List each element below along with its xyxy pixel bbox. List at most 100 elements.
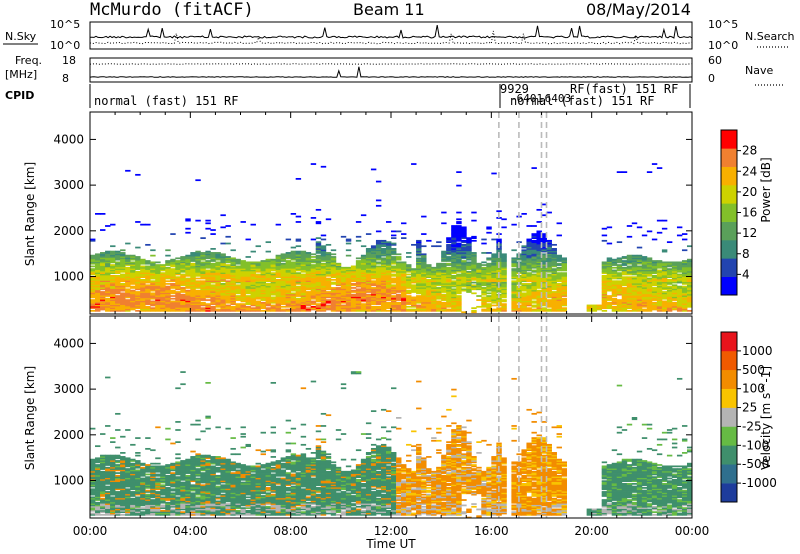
data-cell [631,308,638,311]
data-cell [160,300,166,303]
data-cell [165,276,171,279]
data-cell [651,266,658,269]
data-cell [380,308,387,311]
data-cell [100,461,106,464]
data-cell [676,288,683,291]
data-cell [686,260,693,262]
data-cell [210,284,216,287]
data-cell [451,274,457,277]
data-cell [330,308,337,311]
data-cell [110,454,116,457]
data-cell [90,304,96,307]
data-cell [310,269,317,272]
data-cell [521,250,527,253]
data-cell [110,276,116,279]
data-cell [426,300,432,303]
data-cell [330,305,337,308]
data-cell [636,257,643,260]
data-cell [140,266,146,269]
data-cell [491,238,497,241]
data-cell [300,308,307,311]
data-cell [365,257,372,260]
data-cell [185,218,191,221]
data-cell [340,293,347,296]
data-cell [135,221,141,223]
data-cell [155,264,161,266]
data-cell [240,278,246,281]
data-cell [115,497,121,500]
data-cell [686,278,693,281]
data-cell [215,278,221,281]
data-cell [686,264,693,266]
data-cell [110,469,116,472]
data-cell [270,281,277,284]
data-cell [225,292,231,295]
data-cell [546,281,552,284]
data-cell [596,308,603,311]
data-cell [115,272,121,274]
data-cell [686,299,693,301]
data-cell [110,503,116,505]
data-cell [320,257,327,260]
data-cell [185,262,191,265]
data-cell [626,254,633,257]
data-cell [526,296,532,299]
data-cell [421,265,427,268]
data-cell [406,268,412,270]
data-cell [375,242,382,245]
data-cell [476,278,482,281]
data-cell [491,277,497,280]
data-cell [556,269,562,272]
data-cell [626,270,633,273]
data-cell [486,227,492,230]
data-cell [391,305,397,308]
data-cell [626,269,633,272]
data-cell [491,308,497,311]
data-cell [391,256,397,258]
data-cell [90,276,96,279]
data-cell [110,437,116,439]
data-cell [606,270,613,273]
data-cell [621,262,628,265]
data-cell [165,304,171,307]
data-cell [621,269,628,272]
data-cell [240,293,246,296]
data-cell [125,305,131,308]
data-cell [230,249,236,252]
data-cell [260,264,266,266]
data-cell [461,260,467,262]
data-cell [456,235,462,238]
data-cell [451,281,457,284]
data-cell [315,303,322,305]
data-cell [391,237,397,239]
data-cell [340,309,347,312]
data-cell [656,292,663,295]
data-cell [486,283,492,285]
data-cell [546,242,552,245]
data-cell [100,482,106,485]
data-cell [220,226,226,229]
data-cell [370,250,377,253]
data-cell [385,296,392,299]
data-cell [511,303,517,305]
data-cell [491,297,497,300]
data-cell [260,293,266,296]
data-cell [110,460,116,462]
data-cell [165,268,171,270]
data-cell [90,283,96,285]
data-cell [656,274,663,277]
data-cell [446,237,452,239]
data-cell [611,293,618,296]
data-cell [240,303,246,305]
data-cell [531,262,537,265]
data-cell [370,265,377,268]
data-cell [396,295,402,297]
data-cell [370,284,377,287]
data-cell [556,300,562,303]
data-cell [235,296,241,299]
data-cell [626,305,633,308]
data-cell [185,278,191,281]
data-cell [220,297,226,300]
data-cell [561,280,567,283]
data-cell [641,288,648,291]
